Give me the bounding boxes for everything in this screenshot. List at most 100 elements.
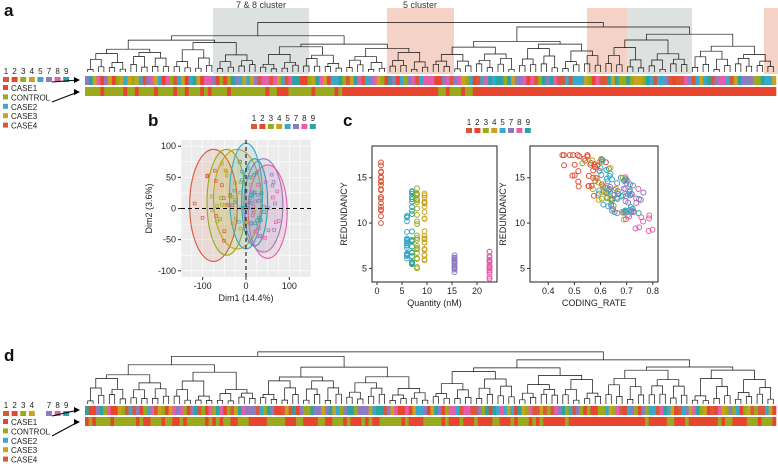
coding-rate-point	[571, 161, 578, 168]
sample-color-cell	[131, 76, 136, 85]
sample-color-cell	[273, 76, 278, 85]
group-color-cell	[726, 87, 731, 96]
group-color-cell	[339, 417, 344, 426]
sample-color-cell	[399, 76, 404, 85]
group-color-cell	[357, 87, 362, 96]
group-color-cell	[343, 417, 348, 426]
dendrogram-branch	[397, 388, 421, 395]
x-tick-label: 0.7	[620, 286, 633, 296]
legend-number: 4	[30, 401, 35, 410]
legend-group-label: CONTROL	[11, 93, 51, 102]
group-color-cell	[100, 87, 105, 96]
sample-color-cell	[772, 76, 777, 85]
group-color-cell	[146, 417, 151, 426]
group-color-cell	[338, 87, 343, 96]
dendrogram-branch	[451, 46, 496, 55]
group-color-cell	[580, 87, 585, 96]
quantity-point	[409, 243, 415, 250]
legend-number-swatch	[20, 411, 27, 416]
sample-color-cell	[110, 406, 115, 415]
sample-color-cell	[608, 406, 613, 415]
pca-point	[214, 214, 218, 218]
pca-point	[262, 210, 267, 214]
sample-color-cell	[307, 76, 312, 85]
group-color-cell	[641, 417, 646, 426]
sample-color-cell	[722, 76, 727, 85]
sample-color-cell	[488, 76, 493, 85]
group-color-cell	[121, 417, 126, 426]
sample-color-cell	[480, 76, 485, 85]
sample-color-cell	[368, 406, 373, 415]
sample-color-cell	[737, 76, 742, 85]
pca-point	[220, 161, 224, 166]
group-color-cell	[737, 87, 742, 96]
group-color-cell	[692, 417, 697, 426]
group-color-cell	[161, 87, 166, 96]
sample-color-cell	[276, 76, 282, 85]
pca-point	[256, 226, 261, 230]
sample-color-cell	[488, 406, 493, 415]
sample-color-cell	[219, 76, 224, 85]
sample-color-cell	[660, 76, 665, 85]
group-color-cell	[554, 417, 559, 426]
group-color-cell	[472, 87, 477, 96]
sample-color-cell	[423, 406, 428, 415]
y-tick-label: -50	[163, 235, 176, 245]
coding-rate-point	[621, 177, 628, 184]
group-color-cell	[188, 87, 193, 96]
dendrogram-branch	[162, 66, 170, 72]
group-color-cell	[323, 87, 328, 96]
dendrogram-branch	[335, 393, 342, 404]
group-color-cell	[649, 87, 654, 96]
quantity-point	[486, 276, 493, 282]
sample-color-cell	[138, 76, 143, 85]
pca-point	[224, 173, 229, 178]
sample-color-cell	[292, 406, 297, 415]
quantity-point	[421, 246, 428, 252]
group-color-cell	[672, 87, 677, 96]
dendrogram-branch	[422, 399, 429, 404]
dendrogram-branch	[700, 50, 723, 60]
sample-color-cell	[265, 76, 270, 85]
legend-swatch	[284, 124, 291, 129]
dendrogram-branch	[108, 67, 116, 72]
quantity-point	[404, 218, 410, 225]
dendrogram-branch	[133, 389, 145, 399]
group-color-cell	[619, 417, 624, 426]
group-color-cell	[180, 87, 186, 96]
sample-color-cell	[99, 406, 104, 415]
sample-color-cell	[325, 406, 329, 415]
group-color-cell	[746, 417, 751, 426]
dendrogram-branch	[519, 399, 526, 404]
sample-color-cell	[557, 76, 562, 85]
group-color-cell	[168, 417, 173, 426]
y-tick-label: 5	[362, 263, 367, 273]
dendrogram-branch	[111, 62, 124, 70]
group-color-cell	[248, 417, 253, 426]
legend-number-swatch	[28, 411, 35, 416]
group-color-cell	[230, 417, 235, 426]
dendrogram-branch	[389, 400, 396, 404]
dendrogram-branch	[354, 382, 377, 393]
sample-color-cell	[430, 76, 435, 85]
panel-c: c 0 5 10 15 20 5 10 15 Quantity (nM) REDUNDANCY 1 2…	[339, 111, 659, 308]
dendrogram-branch	[300, 43, 388, 49]
y-tick-label: -100	[158, 266, 176, 276]
group-color-cell	[204, 87, 209, 96]
coding-rate-point	[646, 215, 653, 222]
group-color-cell	[317, 417, 322, 426]
coding-rate-point	[645, 228, 652, 235]
sample-color-cell	[754, 406, 759, 415]
group-color-cell	[328, 417, 333, 426]
group-color-cell	[687, 87, 692, 96]
dendrogram-branch	[759, 387, 771, 400]
coding-rate-point	[589, 186, 596, 193]
legend-number: 1	[252, 114, 257, 123]
sample-color-cell	[292, 76, 297, 85]
group-color-cell	[511, 87, 516, 96]
group-color-cell	[449, 87, 454, 96]
coding-rate-point	[591, 161, 598, 168]
y-tick-label: 5	[520, 263, 525, 273]
quantity-point	[414, 235, 420, 241]
sample-color-cell	[572, 76, 577, 85]
